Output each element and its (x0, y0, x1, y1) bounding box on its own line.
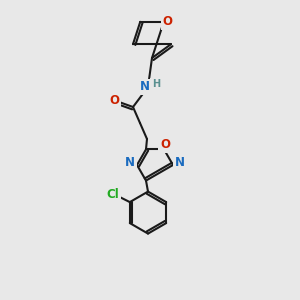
Text: H: H (152, 79, 160, 89)
Text: Cl: Cl (106, 188, 119, 201)
Text: O: O (163, 15, 173, 28)
Text: O: O (109, 94, 119, 107)
Text: N: N (125, 157, 135, 169)
Text: N: N (175, 157, 185, 169)
Text: O: O (160, 138, 170, 151)
Text: N: N (140, 80, 150, 94)
